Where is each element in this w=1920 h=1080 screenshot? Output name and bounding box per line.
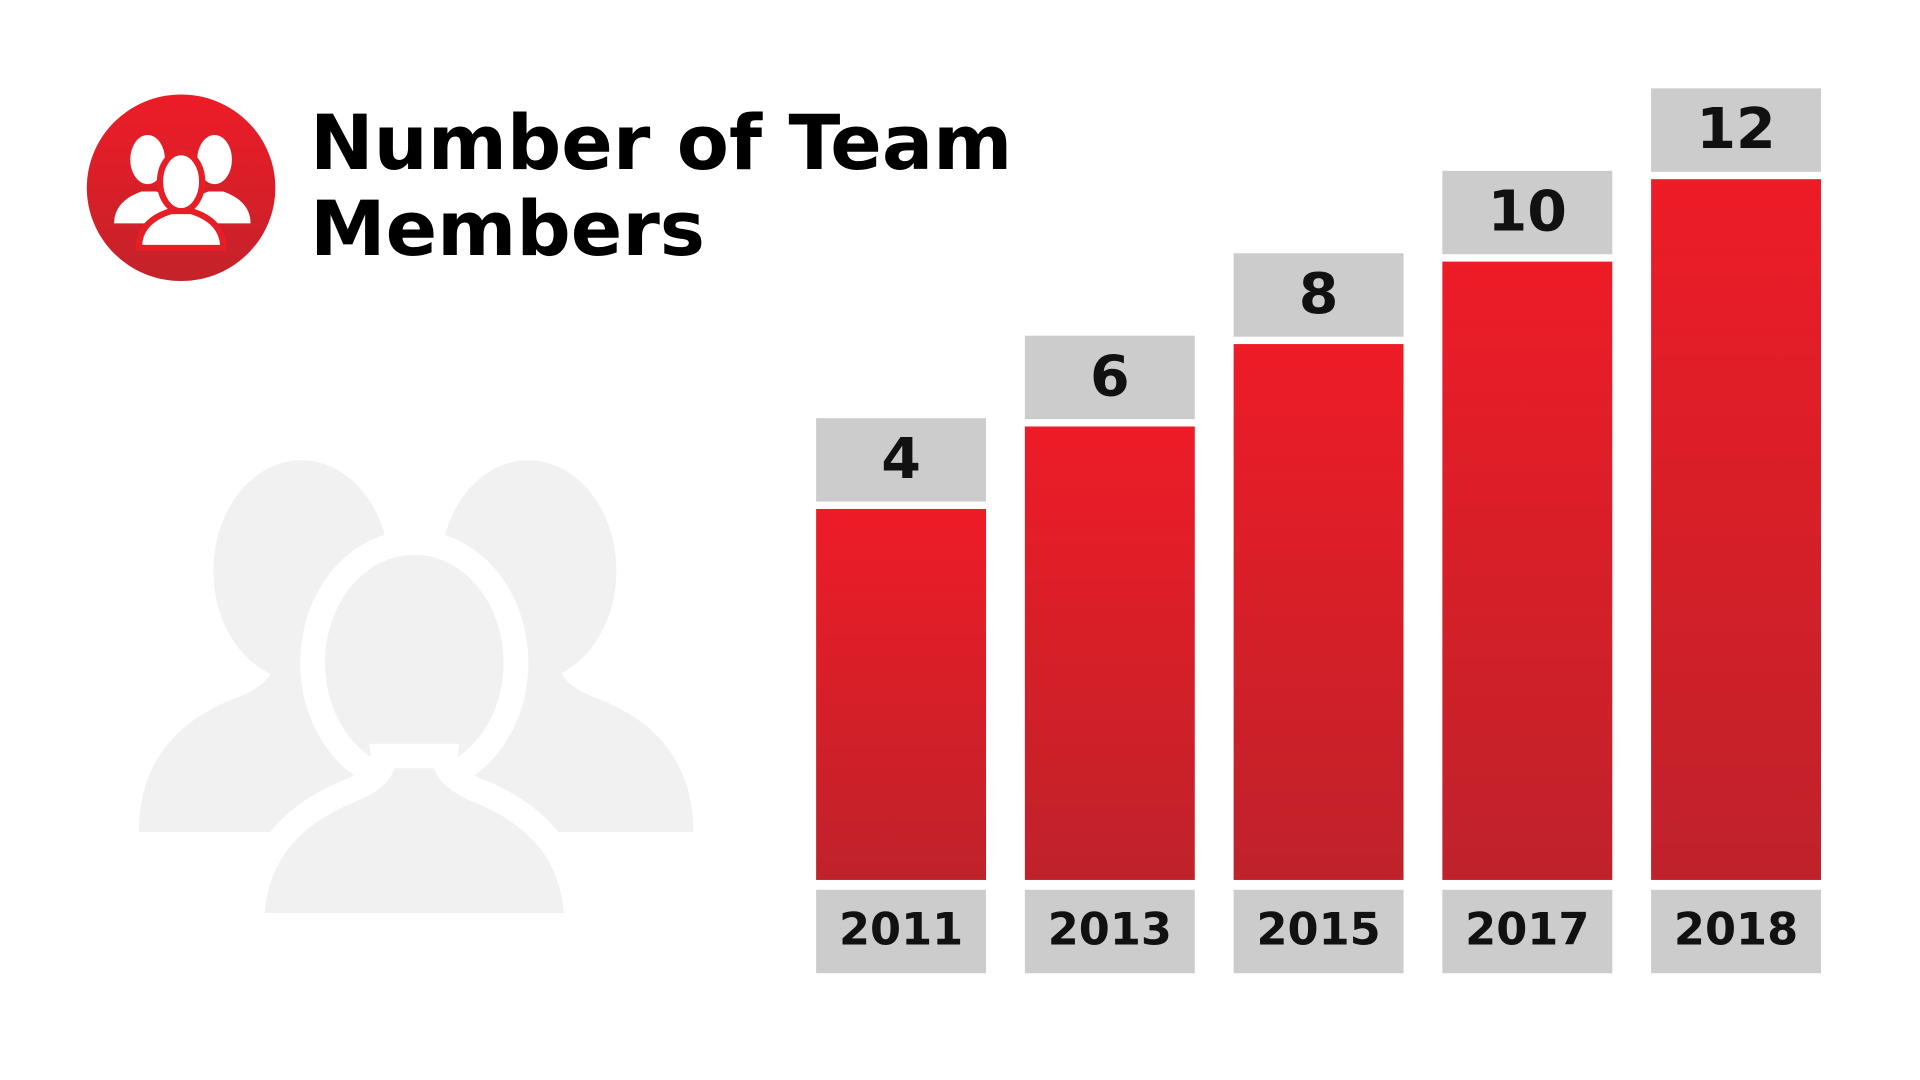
x-tick-label: 2011 (839, 905, 963, 956)
value-label-box (1233, 253, 1404, 337)
category-label-box (1233, 889, 1404, 974)
bar (1233, 344, 1404, 880)
value-label: 10 (1488, 179, 1567, 245)
x-tick-label: 2017 (1465, 905, 1589, 956)
x-tick-label: 2013 (1048, 905, 1172, 956)
value-label: 6 (1090, 344, 1130, 410)
category-label-box (1024, 889, 1195, 974)
value-label-box (1651, 88, 1822, 172)
value-label-box (1024, 335, 1195, 420)
bar (1024, 426, 1195, 880)
category-label-box (1651, 889, 1822, 974)
category-label-box (1442, 889, 1613, 974)
chart-title: Number of Team Members (310, 98, 1013, 273)
bar (1651, 179, 1822, 880)
value-label: 4 (881, 426, 921, 492)
bar (1442, 261, 1613, 880)
value-label: 8 (1299, 261, 1339, 327)
x-tick-label: 2018 (1674, 905, 1798, 956)
value-label: 12 (1696, 96, 1775, 162)
category-label-box (816, 889, 987, 974)
value-label-box (816, 418, 987, 502)
bar (816, 508, 987, 880)
people-illustration (138, 460, 694, 950)
team-icon (86, 94, 276, 282)
value-label-box (1442, 170, 1613, 255)
x-tick-label: 2015 (1256, 905, 1380, 956)
